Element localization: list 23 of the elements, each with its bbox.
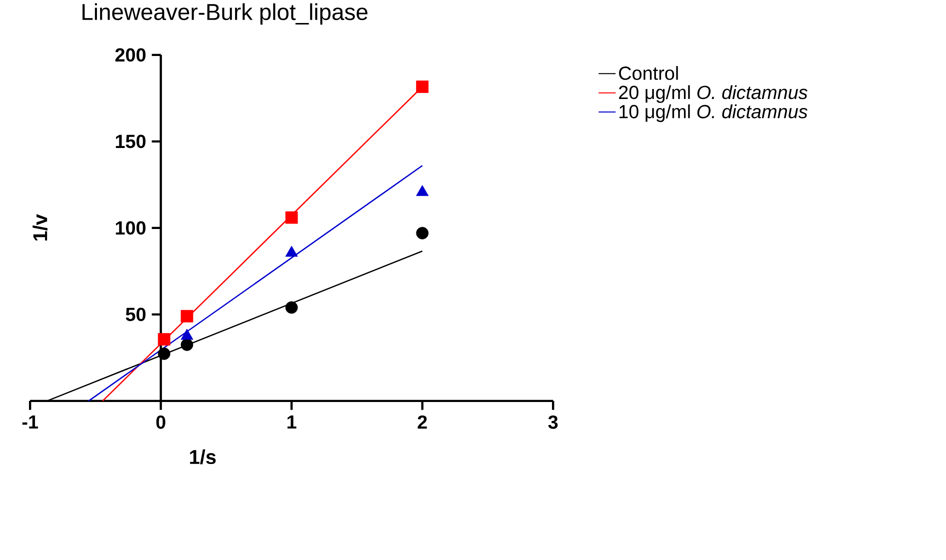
point — [416, 80, 429, 93]
legend-label: Control — [619, 66, 678, 80]
x-tick-label: 2 — [418, 415, 427, 429]
point — [158, 333, 170, 346]
x-tick-label: 3 — [548, 415, 558, 429]
point — [180, 310, 194, 322]
y-axis-title: 1/v — [32, 214, 48, 240]
legend-label: 20 μg/ml O. dictamnus — [619, 85, 808, 103]
point — [416, 226, 429, 240]
y-tick-label: 100 — [116, 221, 146, 235]
x-tick-label: -1 — [22, 415, 38, 428]
x-axis-title: 1/s — [190, 449, 216, 464]
y-tick-label: 150 — [116, 134, 146, 148]
y-tick-label: 200 — [115, 48, 146, 62]
chart-title: Lineweaver-Burk plot_lipase — [82, 3, 368, 25]
legend-label: 10 μg/ml O. dictamnus — [620, 104, 808, 122]
point — [285, 211, 298, 224]
x-tick-label: 1 — [288, 415, 296, 428]
point — [285, 301, 298, 314]
point — [180, 338, 194, 351]
y-tick-label: 50 — [126, 308, 146, 322]
point — [158, 347, 170, 360]
x-tick-label: 0 — [156, 415, 166, 429]
